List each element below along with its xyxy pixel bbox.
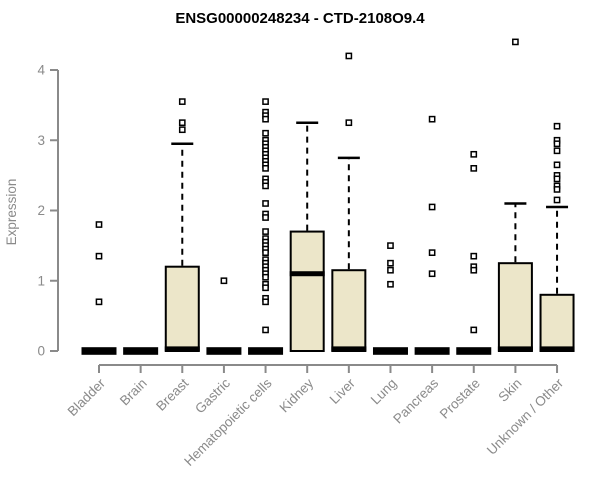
median-line: [497, 346, 533, 352]
x-category-label: Liver: [327, 375, 359, 407]
outlier-point: [345, 52, 353, 60]
outlier-point: [428, 203, 436, 211]
y-tick-label: 3: [37, 133, 45, 148]
outlier-point: [553, 186, 561, 193]
box-kidney: [289, 230, 325, 352]
outlier-point: [262, 273, 269, 281]
x-category-label: Bladder: [65, 375, 109, 419]
outlier-point: [553, 175, 561, 183]
outlier-point: [470, 266, 478, 274]
outlier-point: [345, 119, 353, 127]
outlier-point: [262, 200, 269, 207]
x-category-label: Unknown / Other: [484, 375, 567, 458]
outlier-point: [178, 119, 186, 127]
outlier-point: [262, 129, 269, 137]
median-line: [331, 346, 367, 352]
outlier-point: [553, 122, 561, 130]
outlier-point: [262, 249, 269, 257]
y-tick-label: 0: [37, 344, 45, 359]
x-category-label: Lung: [368, 376, 400, 408]
outlier-point: [428, 270, 436, 278]
y-tick-label: 4: [37, 63, 45, 78]
outlier-point: [95, 221, 103, 228]
box-hematopoietic-cells: [248, 347, 284, 355]
chart-title: ENSG00000248234 - CTD-2108O9.4: [175, 10, 425, 27]
x-category-label: Gastric: [192, 375, 233, 416]
outlier-point: [262, 115, 269, 123]
outlier-point: [387, 259, 394, 267]
box-pancreas: [414, 347, 450, 355]
box-liver: [331, 269, 367, 352]
outlier-point: [470, 252, 478, 260]
outlier-point: [262, 284, 269, 292]
box-gastric: [206, 347, 242, 355]
median-line: [289, 271, 325, 277]
median-line: [539, 346, 575, 352]
outlier-point: [387, 266, 394, 274]
outlier-point: [470, 326, 478, 334]
outlier-point: [178, 126, 186, 134]
box-skin: [497, 262, 533, 352]
box-lung: [372, 347, 408, 355]
x-category-label: Breast: [153, 375, 191, 413]
x-category-label: Pancreas: [390, 375, 441, 426]
box-brain: [123, 347, 159, 355]
x-category-label: Skin: [495, 376, 524, 405]
outlier-point: [95, 298, 103, 306]
outlier-point: [428, 249, 436, 257]
y-tick-label: 2: [37, 203, 45, 218]
outlier-point: [553, 147, 561, 155]
outlier-point: [512, 38, 519, 46]
outlier-point: [220, 277, 228, 285]
x-category-label: Brain: [117, 376, 150, 409]
median-line: [164, 346, 200, 352]
y-tick-label: 1: [37, 273, 45, 288]
outlier-point: [387, 280, 394, 288]
outlier-point: [262, 326, 269, 334]
box-bladder: [81, 347, 117, 355]
outlier-point: [387, 242, 394, 249]
outlier-point: [262, 228, 269, 235]
outlier-point: [262, 182, 269, 190]
outlier-point: [553, 140, 561, 148]
box-unknown-other: [539, 293, 575, 352]
outlier-point: [553, 196, 561, 204]
box-breast: [164, 265, 200, 353]
outlier-point: [470, 165, 478, 172]
x-category-label: Prostate: [437, 376, 483, 422]
outlier-point: [262, 214, 269, 221]
outlier-point: [262, 298, 269, 306]
outlier-point: [470, 150, 478, 158]
x-category-label: Kidney: [277, 375, 317, 415]
outlier-point: [262, 98, 269, 105]
outlier-point: [262, 165, 269, 172]
box-prostate: [456, 347, 492, 355]
outlier-point: [553, 161, 561, 169]
outlier-point: [178, 98, 186, 105]
outlier-point: [428, 115, 436, 123]
outlier-point: [95, 252, 103, 260]
y-axis-label: Expression: [4, 179, 19, 246]
